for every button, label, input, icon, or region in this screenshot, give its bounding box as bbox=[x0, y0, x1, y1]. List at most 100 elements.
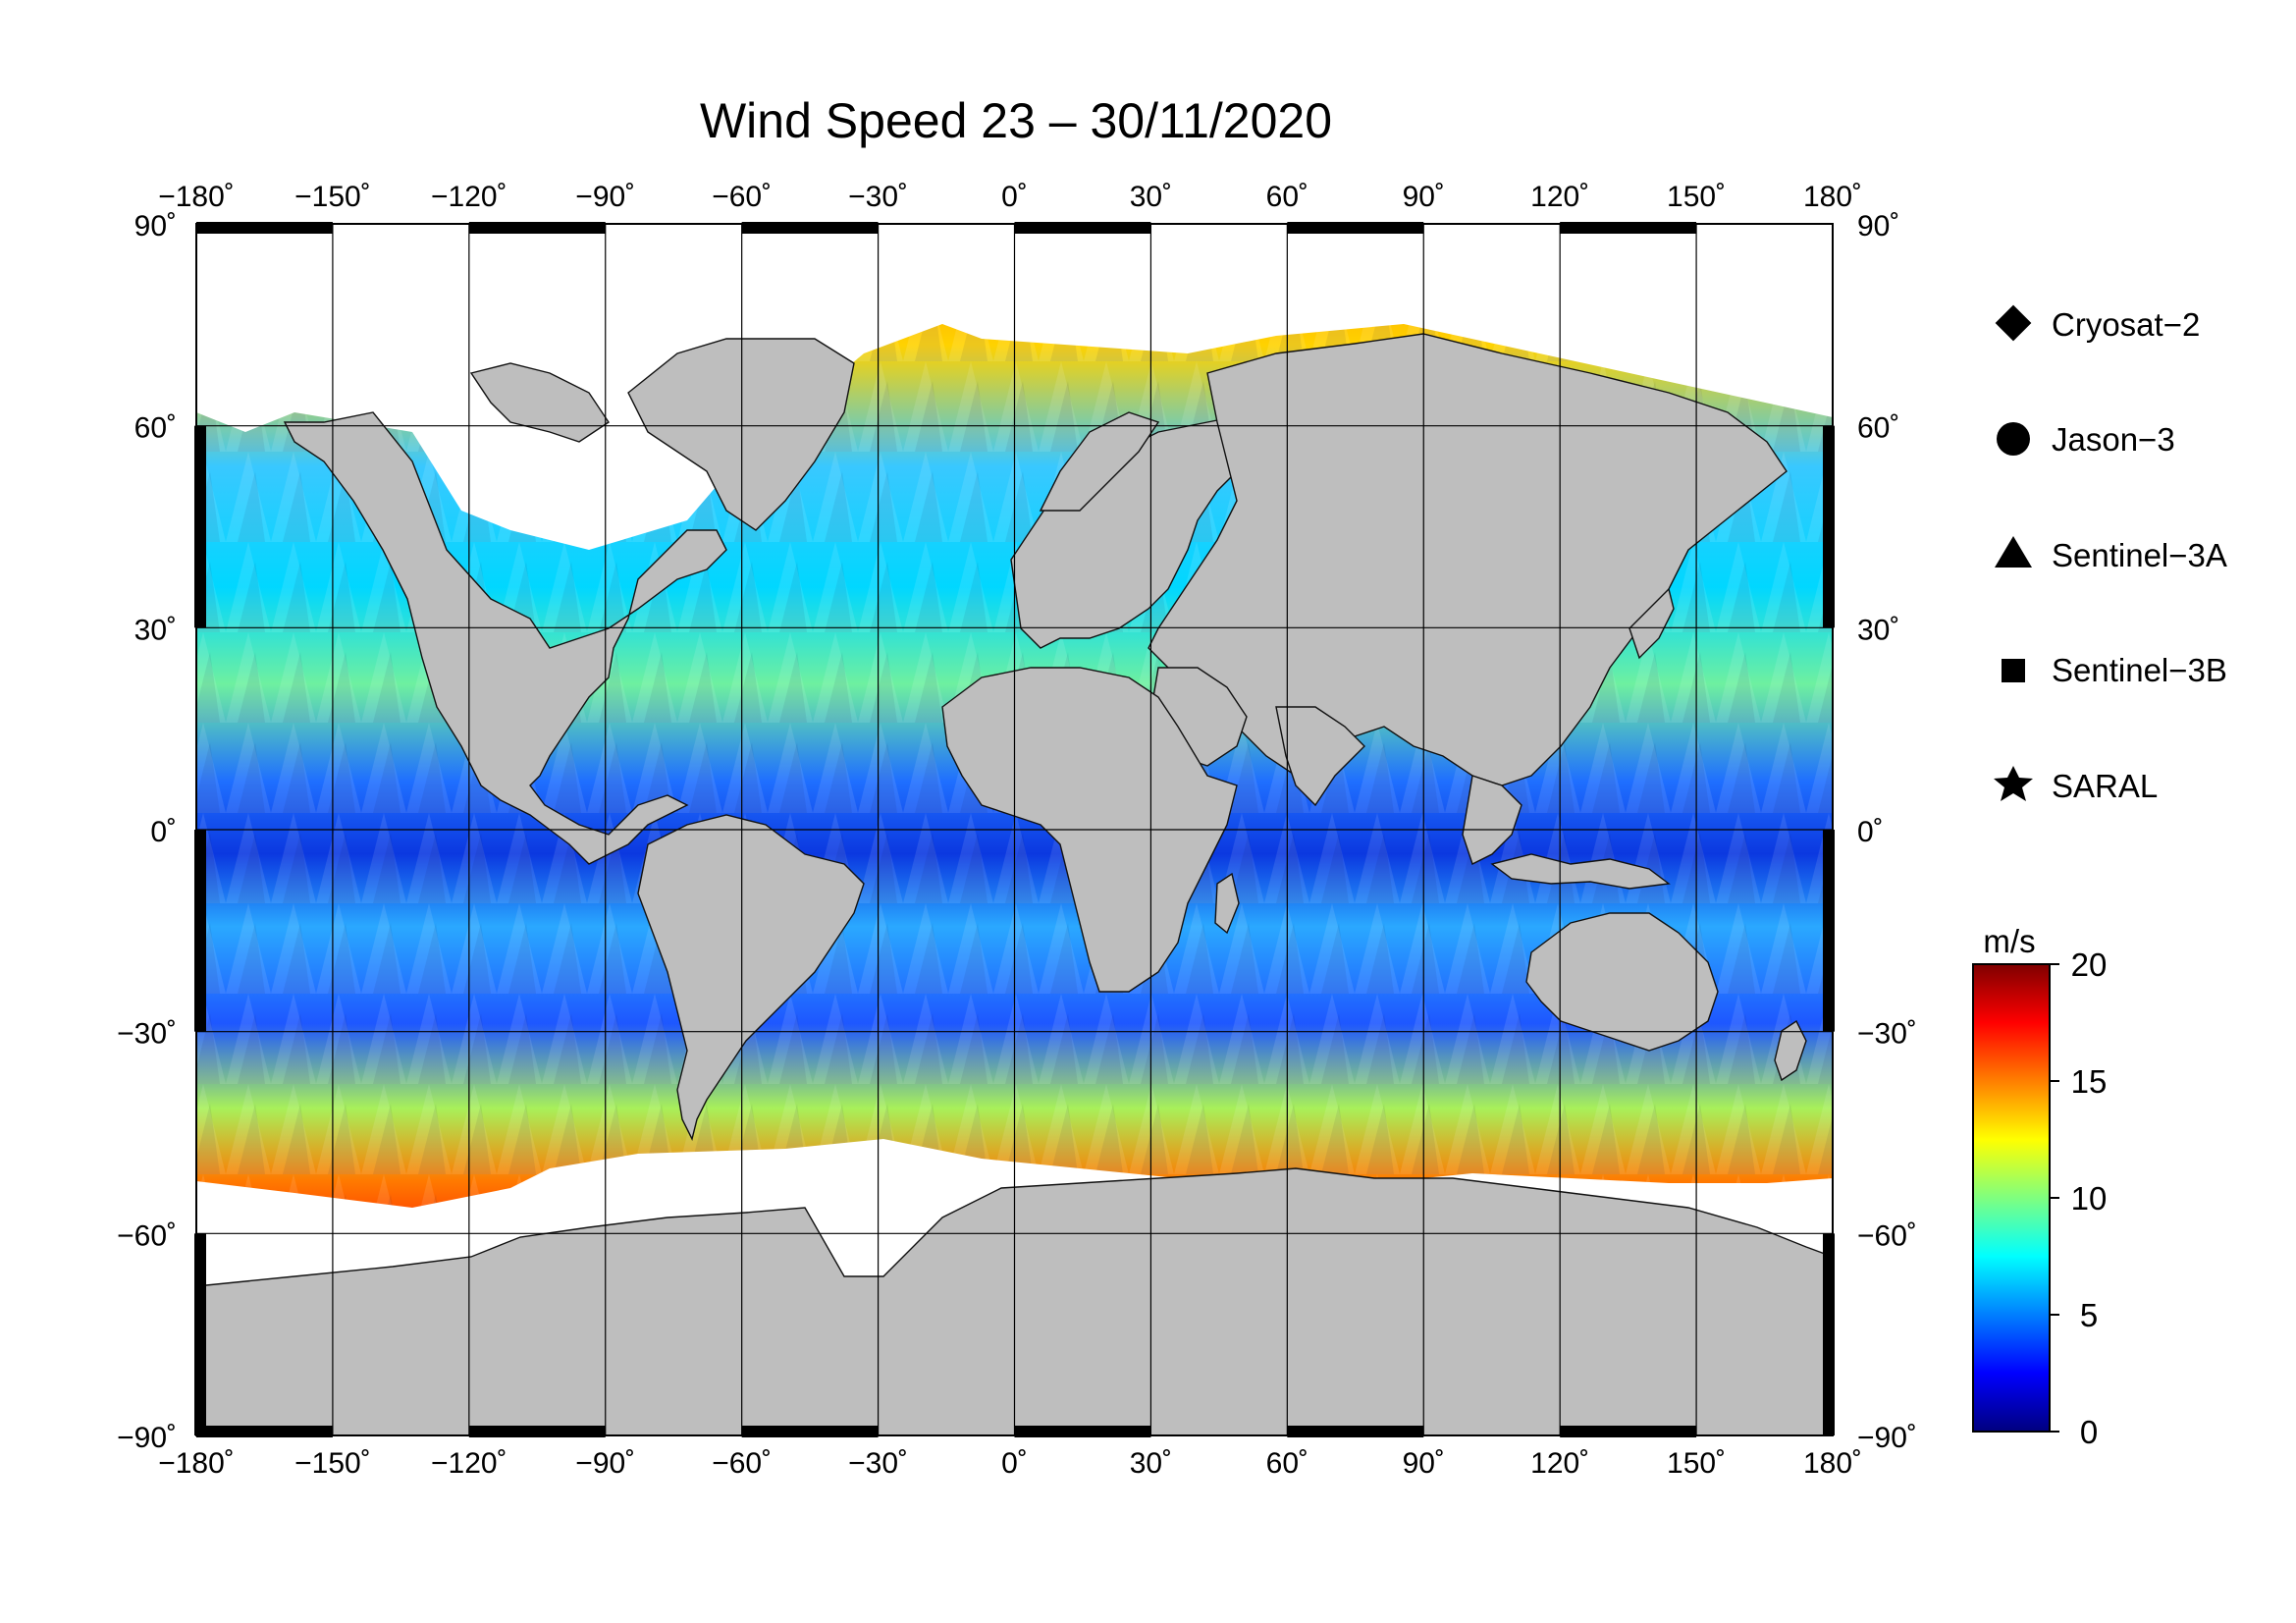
border-segment bbox=[1287, 222, 1424, 234]
latitude-tick-label: 60˚ bbox=[134, 412, 177, 445]
colorbar-unit: m/s bbox=[1983, 923, 2035, 959]
star-icon bbox=[1994, 766, 2033, 801]
latitude-tick-label: −60˚ bbox=[117, 1219, 177, 1252]
longitude-tick-label: 180˚ bbox=[1803, 1447, 1862, 1480]
colorbar-tick-label: 10 bbox=[2071, 1180, 2108, 1217]
land-greenland bbox=[627, 338, 855, 531]
border-segment bbox=[1014, 1426, 1151, 1437]
legend-label: Sentinel−3B bbox=[2052, 652, 2227, 688]
legend-item-sentinel-3b: Sentinel−3B bbox=[2002, 652, 2227, 688]
colorbar-tick-label: 5 bbox=[2080, 1297, 2098, 1333]
longitude-labels-bottom: −180˚ −150˚ −120˚ −90˚ −60˚ −30˚ 0˚ 30˚ 60˚ 90˚ 12… bbox=[158, 1447, 1862, 1480]
border-segment bbox=[1823, 1233, 1835, 1435]
land-north-america bbox=[283, 411, 727, 865]
colorbar-tick-label: 0 bbox=[2080, 1414, 2098, 1450]
latitude-tick-label: 0˚ bbox=[1857, 816, 1884, 848]
longitude-tick-label: 30˚ bbox=[1130, 1447, 1172, 1480]
legend-label: Cryosat−2 bbox=[2052, 306, 2200, 343]
longitude-tick-label: −180˚ bbox=[158, 181, 235, 213]
longitude-tick-label: 120˚ bbox=[1530, 181, 1589, 213]
longitude-tick-label: 30˚ bbox=[1130, 181, 1172, 213]
colorbar: m/s 20 15 10 5 0 bbox=[1972, 923, 2107, 1450]
border-segment bbox=[468, 222, 606, 234]
colorbar-ticks: 20 15 10 5 0 bbox=[2050, 947, 2107, 1450]
longitude-tick-label: −180˚ bbox=[158, 1447, 235, 1480]
land-madagascar bbox=[1214, 872, 1240, 935]
map-title: Wind Speed 23 – 30/11/2020 bbox=[700, 93, 1332, 148]
colorbar-gradient bbox=[1972, 963, 2051, 1433]
longitude-tick-label: −120˚ bbox=[431, 181, 507, 213]
longitude-tick-label: 0˚ bbox=[1001, 181, 1028, 213]
legend-item-cryosat: Cryosat−2 bbox=[1995, 304, 2200, 343]
latitude-tick-label: 90˚ bbox=[134, 210, 177, 243]
border-segment bbox=[1287, 1426, 1424, 1437]
longitude-tick-label: 0˚ bbox=[1001, 1447, 1028, 1480]
legend-label: SARAL bbox=[2052, 768, 2158, 804]
longitude-tick-label: 90˚ bbox=[1403, 181, 1445, 213]
latitude-tick-label: −30˚ bbox=[117, 1018, 177, 1051]
diamond-icon bbox=[1995, 304, 2032, 342]
land-australia bbox=[1525, 912, 1719, 1052]
longitude-tick-label: 180˚ bbox=[1803, 181, 1862, 213]
latitude-tick-label: −60˚ bbox=[1857, 1219, 1917, 1252]
longitude-tick-label: 150˚ bbox=[1667, 1447, 1726, 1480]
colorbar-tick-label: 15 bbox=[2071, 1063, 2108, 1100]
satellite-legend: Cryosat−2 Jason−3 Sentinel−3A Sentinel−3… bbox=[1994, 304, 2227, 804]
border-segment bbox=[741, 222, 879, 234]
longitude-tick-label: −90˚ bbox=[575, 1447, 635, 1480]
border-segment bbox=[1823, 830, 1835, 1032]
border-segment bbox=[196, 222, 333, 234]
legend-label: Sentinel−3A bbox=[2052, 537, 2227, 573]
latitude-tick-label: 0˚ bbox=[150, 816, 177, 848]
graticule-lines bbox=[196, 224, 1833, 1435]
land-indonesia bbox=[1490, 853, 1671, 890]
land-scandinavia bbox=[1039, 411, 1160, 512]
longitude-tick-label: 120˚ bbox=[1530, 1447, 1589, 1480]
border-segment bbox=[194, 425, 206, 628]
longitude-tick-label: −90˚ bbox=[575, 181, 635, 213]
legend-item-jason: Jason−3 bbox=[1997, 421, 2175, 458]
longitude-tick-label: −30˚ bbox=[848, 181, 908, 213]
map-border-checker bbox=[194, 222, 1835, 1437]
map-area bbox=[196, 224, 1833, 1435]
longitude-labels-top: −180˚ −150˚ −120˚ −90˚ −60˚ −30˚ 0˚ 30˚ 60˚ 90˚ 12… bbox=[158, 181, 1862, 213]
border-segment bbox=[1560, 1426, 1697, 1437]
latitude-tick-label: 30˚ bbox=[134, 614, 177, 646]
border-segment bbox=[1560, 222, 1697, 234]
latitude-labels-left: 90˚ 60˚ 30˚ 0˚ −30˚ −60˚ −90˚ bbox=[117, 210, 177, 1454]
latitude-tick-label: −90˚ bbox=[117, 1422, 177, 1454]
circle-icon bbox=[1997, 422, 2030, 456]
longitude-tick-label: 150˚ bbox=[1667, 181, 1726, 213]
latitude-tick-label: 90˚ bbox=[1857, 210, 1899, 243]
longitude-tick-label: −60˚ bbox=[712, 181, 772, 213]
latitude-labels-right: 90˚ 60˚ 30˚ 0˚ −30˚ −60˚ −90˚ bbox=[1857, 210, 1917, 1454]
longitude-tick-label: 60˚ bbox=[1266, 1447, 1308, 1480]
longitude-tick-label: −120˚ bbox=[431, 1447, 507, 1480]
border-segment bbox=[468, 1426, 606, 1437]
land-southeast-asia bbox=[1462, 775, 1522, 865]
latitude-tick-label: −90˚ bbox=[1857, 1422, 1917, 1454]
border-segment bbox=[196, 1426, 333, 1437]
land-japan bbox=[1629, 587, 1675, 660]
legend-item-sentinel-3a: Sentinel−3A bbox=[1995, 536, 2227, 573]
longitude-tick-label: −30˚ bbox=[848, 1447, 908, 1480]
longitude-tick-label: −150˚ bbox=[294, 1447, 371, 1480]
latitude-tick-label: 30˚ bbox=[1857, 614, 1899, 646]
land-new-zealand bbox=[1774, 1019, 1807, 1082]
triangle-icon bbox=[1995, 536, 2032, 568]
land-south-america bbox=[637, 814, 865, 1142]
latitude-tick-label: −30˚ bbox=[1857, 1018, 1917, 1051]
longitude-tick-label: 60˚ bbox=[1266, 181, 1308, 213]
latitude-tick-label: 60˚ bbox=[1857, 412, 1899, 445]
land-india bbox=[1275, 706, 1365, 807]
land-asia bbox=[1148, 333, 1788, 786]
border-segment bbox=[741, 1426, 879, 1437]
legend-item-saral: SARAL bbox=[1994, 766, 2158, 804]
border-segment bbox=[1823, 425, 1835, 628]
longitude-tick-label: 90˚ bbox=[1403, 1447, 1445, 1480]
square-icon bbox=[2002, 659, 2025, 682]
border-segment bbox=[1014, 222, 1151, 234]
border-segment bbox=[194, 830, 206, 1032]
legend-label: Jason−3 bbox=[2052, 421, 2175, 458]
